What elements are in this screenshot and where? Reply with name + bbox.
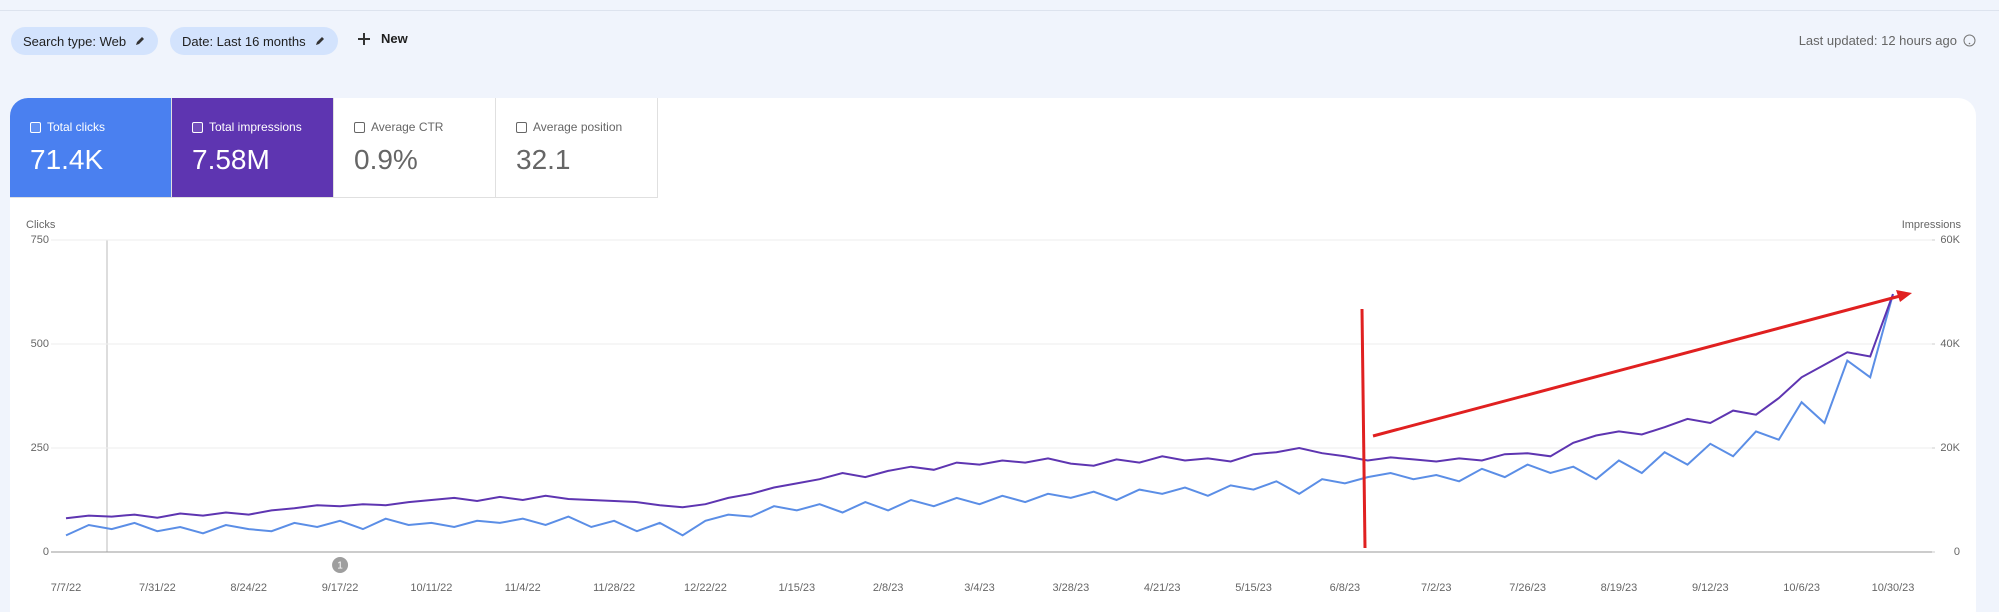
edit-icon bbox=[136, 37, 145, 45]
metric-card[interactable]: Total impressions 7.58M bbox=[172, 98, 334, 198]
metric-value: 0.9% bbox=[354, 144, 418, 175]
x-tick-label: 11/4/22 bbox=[505, 582, 541, 594]
line-series bbox=[65, 293, 1894, 520]
help-icon[interactable] bbox=[1963, 34, 1976, 47]
last-updated-text: Last updated: 12 hours ago bbox=[1798, 33, 1957, 48]
metric-card[interactable]: Average position 32.1 bbox=[496, 98, 658, 198]
y2-tick-label: 40K bbox=[1940, 338, 1960, 350]
x-tick-label: 11/28/22 bbox=[593, 582, 635, 594]
filter-chip[interactable]: Search type: Web bbox=[11, 27, 159, 55]
filter-chip[interactable]: Date: Last 16 months bbox=[170, 27, 338, 55]
red-arrow bbox=[1372, 294, 1901, 438]
x-tick-label: 10/11/22 bbox=[410, 582, 452, 594]
x-tick-label: 2/8/23 bbox=[873, 582, 904, 594]
checkbox[interactable] bbox=[192, 121, 203, 133]
x-tick-label: 5/15/23 bbox=[1235, 582, 1272, 594]
plus-icon bbox=[358, 32, 370, 45]
red-annotation bbox=[1360, 308, 1367, 549]
metric-label: Total impressions bbox=[209, 120, 302, 134]
checkbox[interactable] bbox=[30, 121, 41, 133]
metric-value: 7.58M bbox=[192, 144, 270, 175]
x-tick-label: 6/8/23 bbox=[1330, 582, 1361, 594]
x-tick-label: 10/30/23 bbox=[1872, 582, 1915, 594]
y2-tick-label: 60K bbox=[1940, 234, 1960, 246]
y2-axis-title: Impressions bbox=[1902, 219, 1962, 231]
filter-text: Date: Last 16 months bbox=[182, 33, 306, 49]
line-series bbox=[65, 293, 1894, 537]
y-axis-title: Clicks bbox=[26, 219, 56, 231]
new-button[interactable]: New bbox=[357, 31, 408, 46]
metric-value: 32.1 bbox=[516, 144, 571, 175]
checkbox[interactable] bbox=[516, 121, 527, 133]
metric-label: Total clicks bbox=[47, 120, 106, 134]
x-tick-label: 9/12/23 bbox=[1692, 582, 1729, 594]
last-updated: Last updated: 12 hours ago bbox=[1799, 33, 1976, 48]
button-text: New bbox=[381, 31, 408, 46]
annotation-label: 1 bbox=[337, 561, 343, 572]
metric-value: 71.4K bbox=[30, 144, 104, 175]
x-tick-label: 12/22/22 bbox=[684, 582, 727, 594]
y-tick-label: 0 bbox=[43, 546, 49, 558]
metric-card[interactable]: Total clicks 71.4K bbox=[10, 98, 172, 198]
red-arrowhead bbox=[1896, 290, 1912, 302]
x-tick-label: 7/2/23 bbox=[1421, 582, 1452, 594]
checkbox[interactable] bbox=[354, 121, 365, 133]
y2-tick-label: 0 bbox=[1954, 546, 1960, 558]
annotation-marker bbox=[332, 557, 349, 573]
metric-card[interactable]: Average CTR 0.9% bbox=[334, 98, 496, 198]
x-tick-label: 7/7/22 bbox=[51, 582, 82, 594]
x-tick-label: 8/19/23 bbox=[1601, 582, 1638, 594]
y2-tick-label: 20K bbox=[1940, 442, 1960, 454]
x-tick-label: 8/24/22 bbox=[230, 582, 267, 594]
y-tick-label: 500 bbox=[31, 338, 49, 350]
x-tick-label: 3/4/23 bbox=[964, 582, 995, 594]
x-tick-label: 4/21/23 bbox=[1144, 582, 1181, 594]
metric-label: Average position bbox=[533, 120, 623, 134]
metric-label: Average CTR bbox=[371, 120, 444, 134]
filter-text: Search type: Web bbox=[23, 33, 127, 49]
x-tick-label: 7/31/22 bbox=[139, 582, 176, 594]
x-tick-label: 3/28/23 bbox=[1052, 582, 1089, 594]
x-tick-label: 9/17/22 bbox=[322, 582, 359, 594]
y-tick-label: 750 bbox=[31, 234, 49, 246]
y-tick-label: 250 bbox=[31, 442, 49, 454]
x-tick-label: 1/15/23 bbox=[778, 582, 815, 594]
x-tick-label: 10/6/23 bbox=[1783, 582, 1820, 594]
divider bbox=[0, 10, 1999, 11]
x-tick-label: 7/26/23 bbox=[1509, 582, 1546, 594]
edit-icon bbox=[315, 37, 324, 45]
